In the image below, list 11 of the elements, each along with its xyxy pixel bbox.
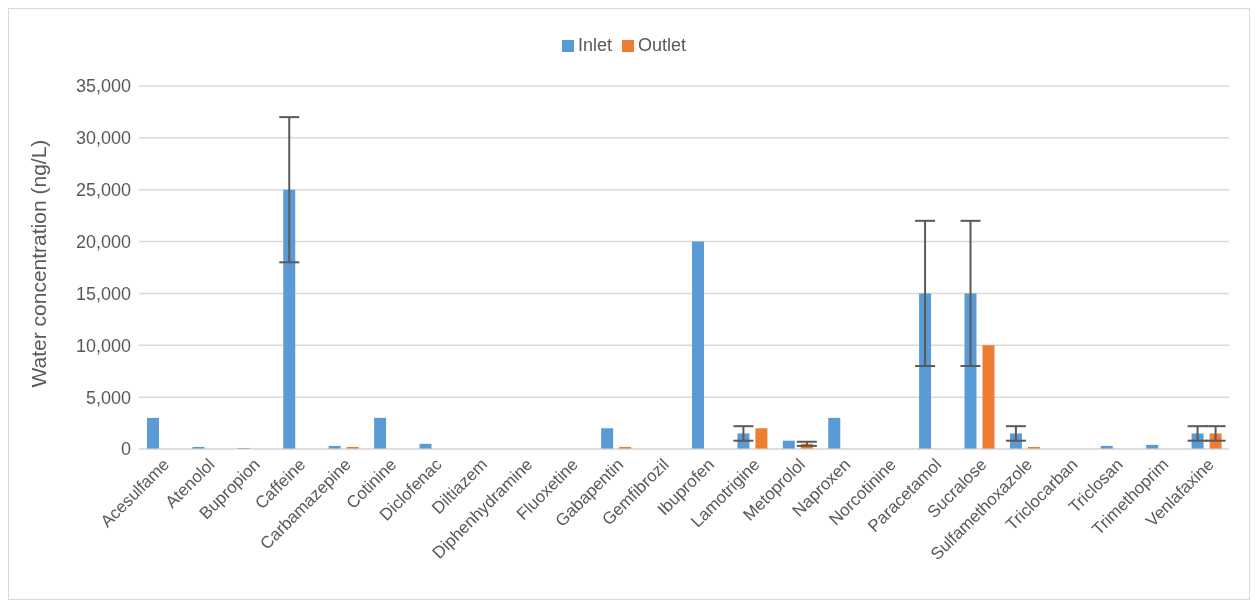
legend-label: Outlet <box>638 35 687 55</box>
y-tick-label: 35,000 <box>75 76 131 97</box>
y-tick-label: 20,000 <box>75 231 131 252</box>
y-tick-label: 0 <box>120 439 131 460</box>
y-tick-label: 25,000 <box>75 180 131 201</box>
legend-label: Inlet <box>577 35 612 55</box>
y-tick-label: 30,000 <box>75 128 131 149</box>
y-tick-label: 10,000 <box>75 335 131 356</box>
y-axis-title: Water concentration (ng/L) <box>27 139 51 388</box>
y-tick-label: 5,000 <box>85 387 131 408</box>
y-tick-label: 15,000 <box>75 283 131 304</box>
